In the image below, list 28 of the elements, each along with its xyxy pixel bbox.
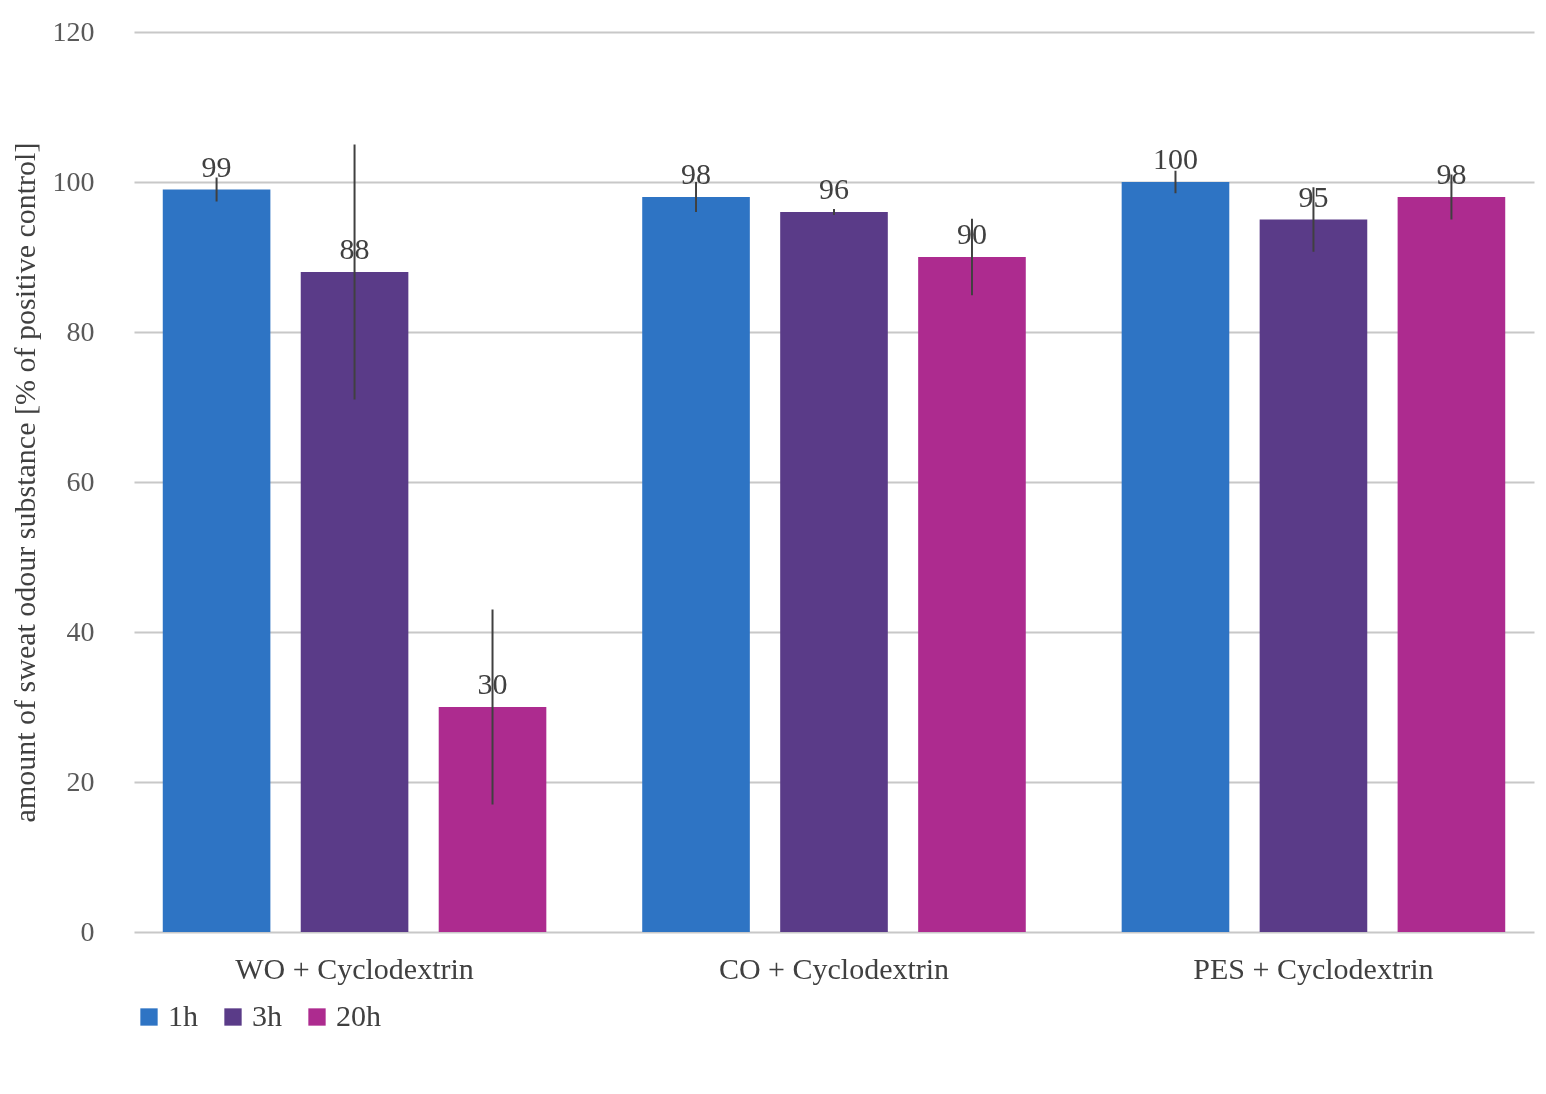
y-tick-label: 20 bbox=[66, 765, 95, 797]
x-tick-label: CO + Cyclodextrin bbox=[718, 951, 950, 985]
y-tick-label: 100 bbox=[52, 165, 95, 197]
y-axis-title: amount of sweat odour substance [% of positive control] bbox=[7, 142, 41, 823]
y-tick-label: 80 bbox=[66, 315, 95, 347]
legend-label: 20h bbox=[336, 999, 381, 1032]
y-tick-label: 60 bbox=[66, 465, 95, 497]
data-label: 96 bbox=[819, 172, 849, 205]
data-label: 100 bbox=[1152, 142, 1198, 175]
bar bbox=[1121, 182, 1230, 932]
bar bbox=[300, 272, 409, 932]
data-label: 99 bbox=[201, 149, 232, 183]
x-tick-label: WO + Cyclodextrin bbox=[235, 951, 474, 985]
y-tick-label: 0 bbox=[80, 915, 95, 947]
legend-label: 1h bbox=[168, 999, 198, 1032]
data-label: 98 bbox=[1436, 157, 1467, 190]
data-label: 98 bbox=[681, 157, 712, 190]
bar bbox=[438, 707, 547, 932]
bar bbox=[1397, 197, 1506, 932]
y-tick-label: 120 bbox=[52, 15, 95, 47]
bar bbox=[162, 189, 271, 932]
y-tick-label: 40 bbox=[66, 615, 95, 647]
bar bbox=[642, 197, 750, 932]
bar bbox=[918, 257, 1026, 932]
bar bbox=[1259, 219, 1368, 932]
legend-label: 3h bbox=[252, 999, 282, 1032]
bar bbox=[780, 212, 888, 932]
x-tick-label: PES + Cyclodextrin bbox=[1193, 951, 1434, 985]
